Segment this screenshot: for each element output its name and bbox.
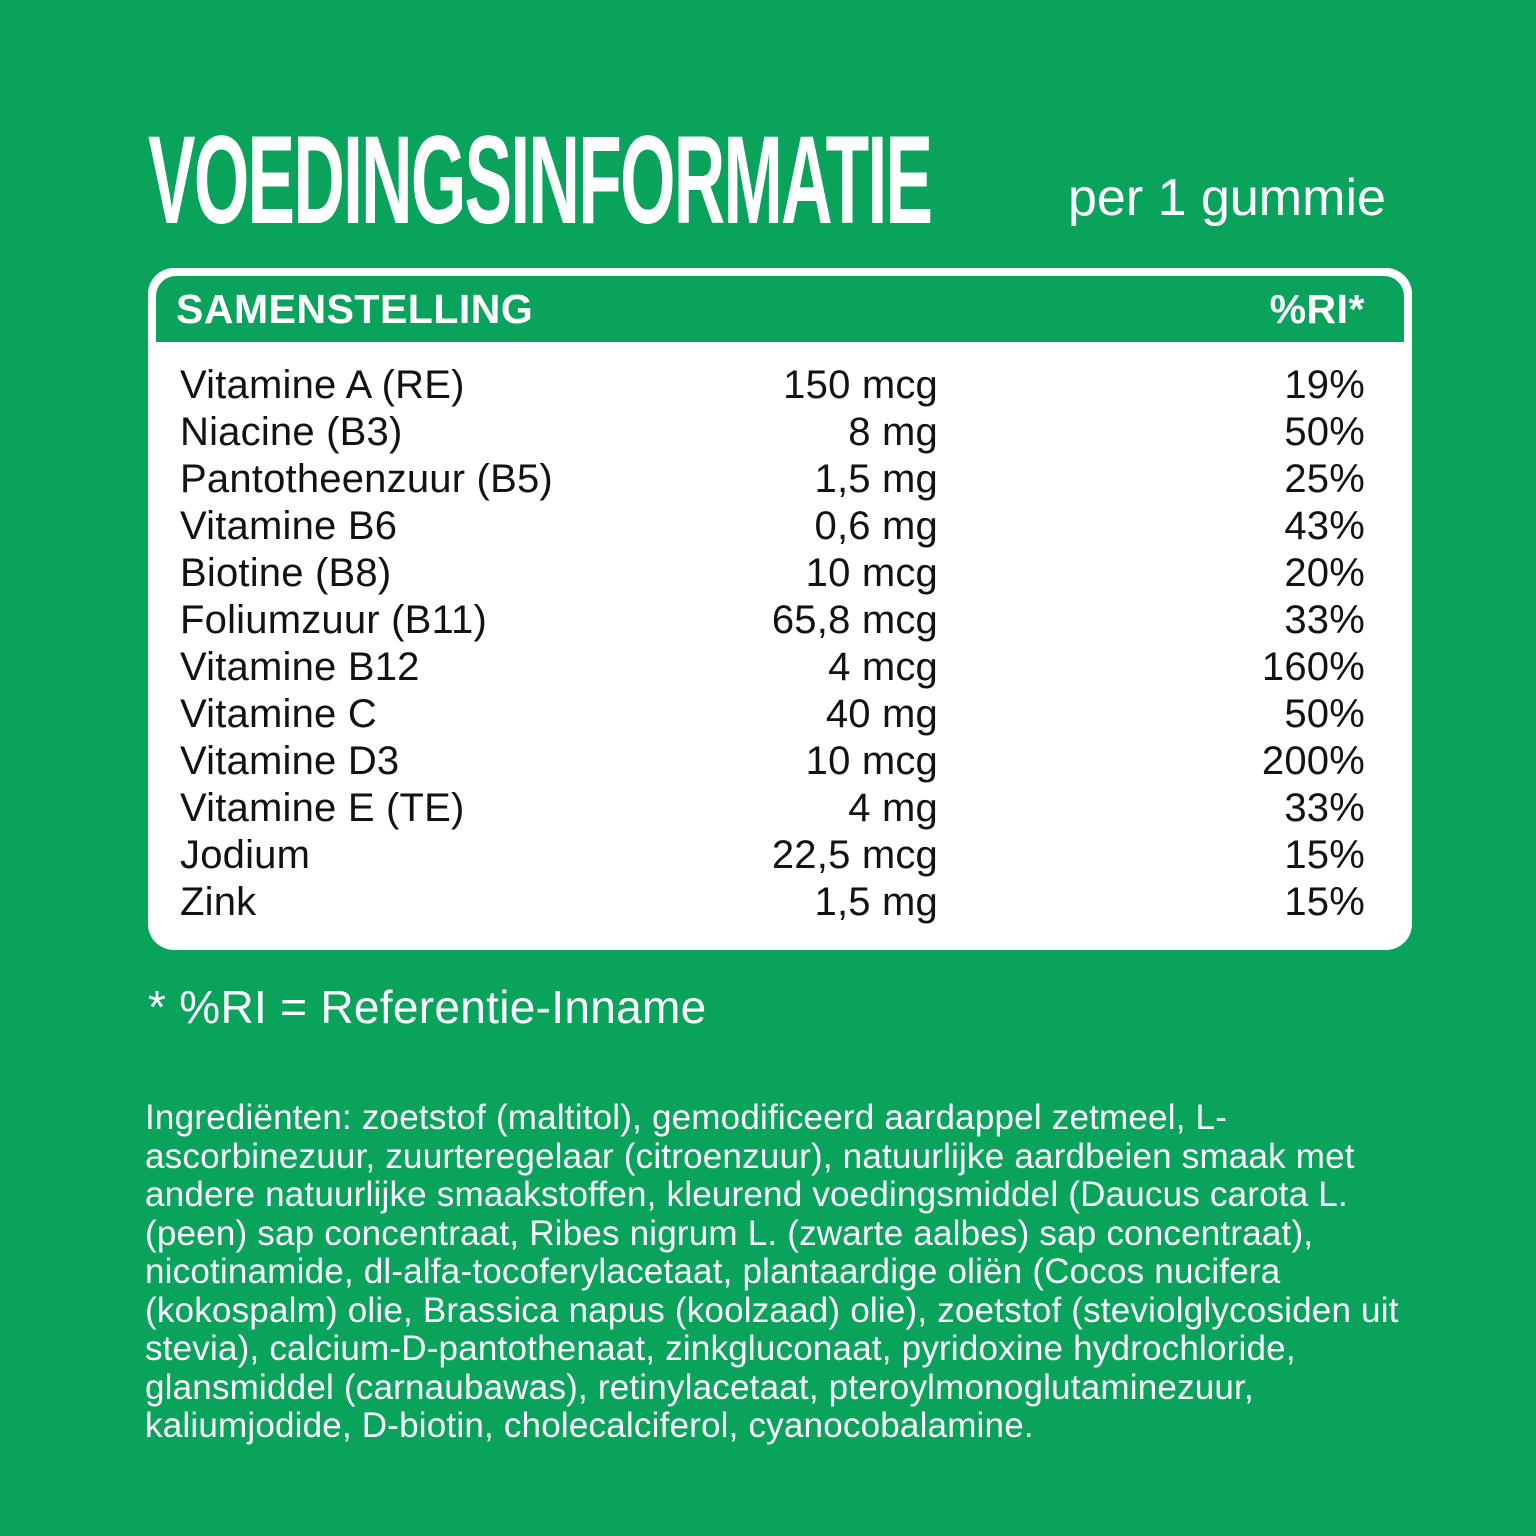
- nutrient-name: Vitamine B6: [180, 504, 398, 548]
- table-row: Vitamine E (TE) 4 mg 33%: [180, 785, 1365, 832]
- table-rows: Vitamine A (RE) 150 mcg 19% Niacine (B3)…: [156, 342, 1404, 926]
- ingredients-line: andere natuurlijke smaakstoffen, kleuren…: [145, 1175, 1348, 1214]
- nutrient-amount: 8 mg: [848, 410, 938, 454]
- table-row: Vitamine B6 0,6 mg 43%: [180, 503, 1365, 550]
- ingredients-line: (peen) sap concentraat, Ribes nigrum L. …: [145, 1213, 1314, 1253]
- nutrient-name: Zink: [180, 880, 257, 924]
- table-header-bar: SAMENSTELLING %RI*: [156, 276, 1404, 342]
- ingredients-line: kaliumjodide, D-biotin, cholecalciferol,…: [145, 1406, 1034, 1445]
- nutrient-ri: 15%: [1284, 833, 1365, 877]
- nutrient-amount: 1,5 mg: [814, 457, 938, 501]
- serving-size-label: per 1 gummie: [1068, 169, 1386, 227]
- ingredients-line: ascorbinezuur, zuurteregelaar (citroenzu…: [145, 1136, 1355, 1176]
- nutrient-amount: 10 mcg: [805, 739, 938, 783]
- nutrient-ri: 50%: [1284, 410, 1365, 454]
- page-title-text: VOEDINGSINFORMATIE: [148, 111, 933, 250]
- nutrient-ri: 19%: [1284, 363, 1365, 407]
- nutrient-ri: 50%: [1284, 692, 1365, 736]
- ri-column-header: %RI*: [1269, 285, 1365, 332]
- nutrient-ri: 33%: [1284, 786, 1365, 830]
- table-row: Vitamine B12 4 mcg 160%: [180, 644, 1365, 691]
- ingredients-line: glansmiddel (carnaubawas), retinylacetaa…: [145, 1367, 1254, 1407]
- nutrient-name: Pantotheenzuur (B5): [180, 457, 553, 501]
- nutrient-ri: 43%: [1284, 504, 1365, 548]
- nutrient-ri: 200%: [1261, 739, 1365, 783]
- table-row: Biotine (B8) 10 mcg 20%: [180, 550, 1365, 597]
- nutrient-name: Vitamine C: [180, 692, 377, 736]
- nutrient-name: Jodium: [180, 833, 311, 877]
- table-row: Zink 1,5 mg 15%: [180, 879, 1365, 926]
- nutrient-name: Niacine (B3): [180, 410, 403, 454]
- nutrient-name: Biotine (B8): [180, 551, 392, 595]
- table-row: Vitamine A (RE) 150 mcg 19%: [180, 362, 1365, 409]
- page-title: VOEDINGSINFORMATIE: [148, 118, 1522, 243]
- table-row: Jodium 22,5 mcg 15%: [180, 832, 1365, 879]
- ri-footnote: * %RI = Referentie-Inname: [148, 981, 707, 1033]
- table-row: Vitamine C 40 mg 50%: [180, 691, 1365, 738]
- nutrient-ri: 25%: [1284, 457, 1365, 501]
- nutrient-ri: 33%: [1284, 598, 1365, 642]
- nutrient-amount: 1,5 mg: [814, 880, 938, 924]
- nutrient-ri: 160%: [1261, 645, 1365, 689]
- nutrient-ri: 20%: [1284, 551, 1365, 595]
- composition-column-header: SAMENSTELLING: [176, 285, 534, 332]
- ingredients-line: (kokospalm) olie, Brassica napus (koolza…: [145, 1290, 1399, 1330]
- ingredients-line: stevia), calcium-D-pantothenaat, zinkglu…: [145, 1329, 1296, 1368]
- ingredients-line: nicotinamide, dl-alfa-tocoferylacetaat, …: [145, 1252, 1281, 1291]
- table-row: Vitamine D3 10 mcg 200%: [180, 738, 1365, 785]
- ingredients-paragraph: Ingrediënten: zoetstof (maltitol), gemod…: [145, 1098, 1399, 1446]
- nutrient-name: Vitamine A (RE): [180, 363, 465, 407]
- nutrient-amount: 10 mcg: [805, 551, 938, 595]
- nutrient-name: Vitamine D3: [180, 739, 400, 783]
- nutrient-amount: 4 mcg: [828, 645, 938, 689]
- table-row: Niacine (B3) 8 mg 50%: [180, 409, 1365, 456]
- nutrient-ri: 15%: [1284, 880, 1365, 924]
- nutrient-name: Vitamine E (TE): [180, 786, 465, 830]
- nutrient-name: Foliumzuur (B11): [180, 598, 487, 642]
- nutrient-amount: 65,8 mcg: [771, 598, 938, 642]
- nutrient-amount: 150 mcg: [783, 363, 938, 407]
- table-row: Pantotheenzuur (B5) 1,5 mg 25%: [180, 456, 1365, 503]
- nutrient-amount: 0,6 mg: [814, 504, 938, 548]
- table-row: Foliumzuur (B11) 65,8 mcg 33%: [180, 597, 1365, 644]
- nutrient-amount: 4 mg: [848, 786, 938, 830]
- nutrient-amount: 40 mg: [825, 692, 938, 736]
- nutrient-name: Vitamine B12: [180, 645, 420, 689]
- ingredients-line: Ingrediënten: zoetstof (maltitol), gemod…: [145, 1098, 1228, 1137]
- nutrition-table-card: SAMENSTELLING %RI* Vitamine A (RE) 150 m…: [148, 268, 1412, 950]
- nutrient-amount: 22,5 mcg: [771, 833, 938, 877]
